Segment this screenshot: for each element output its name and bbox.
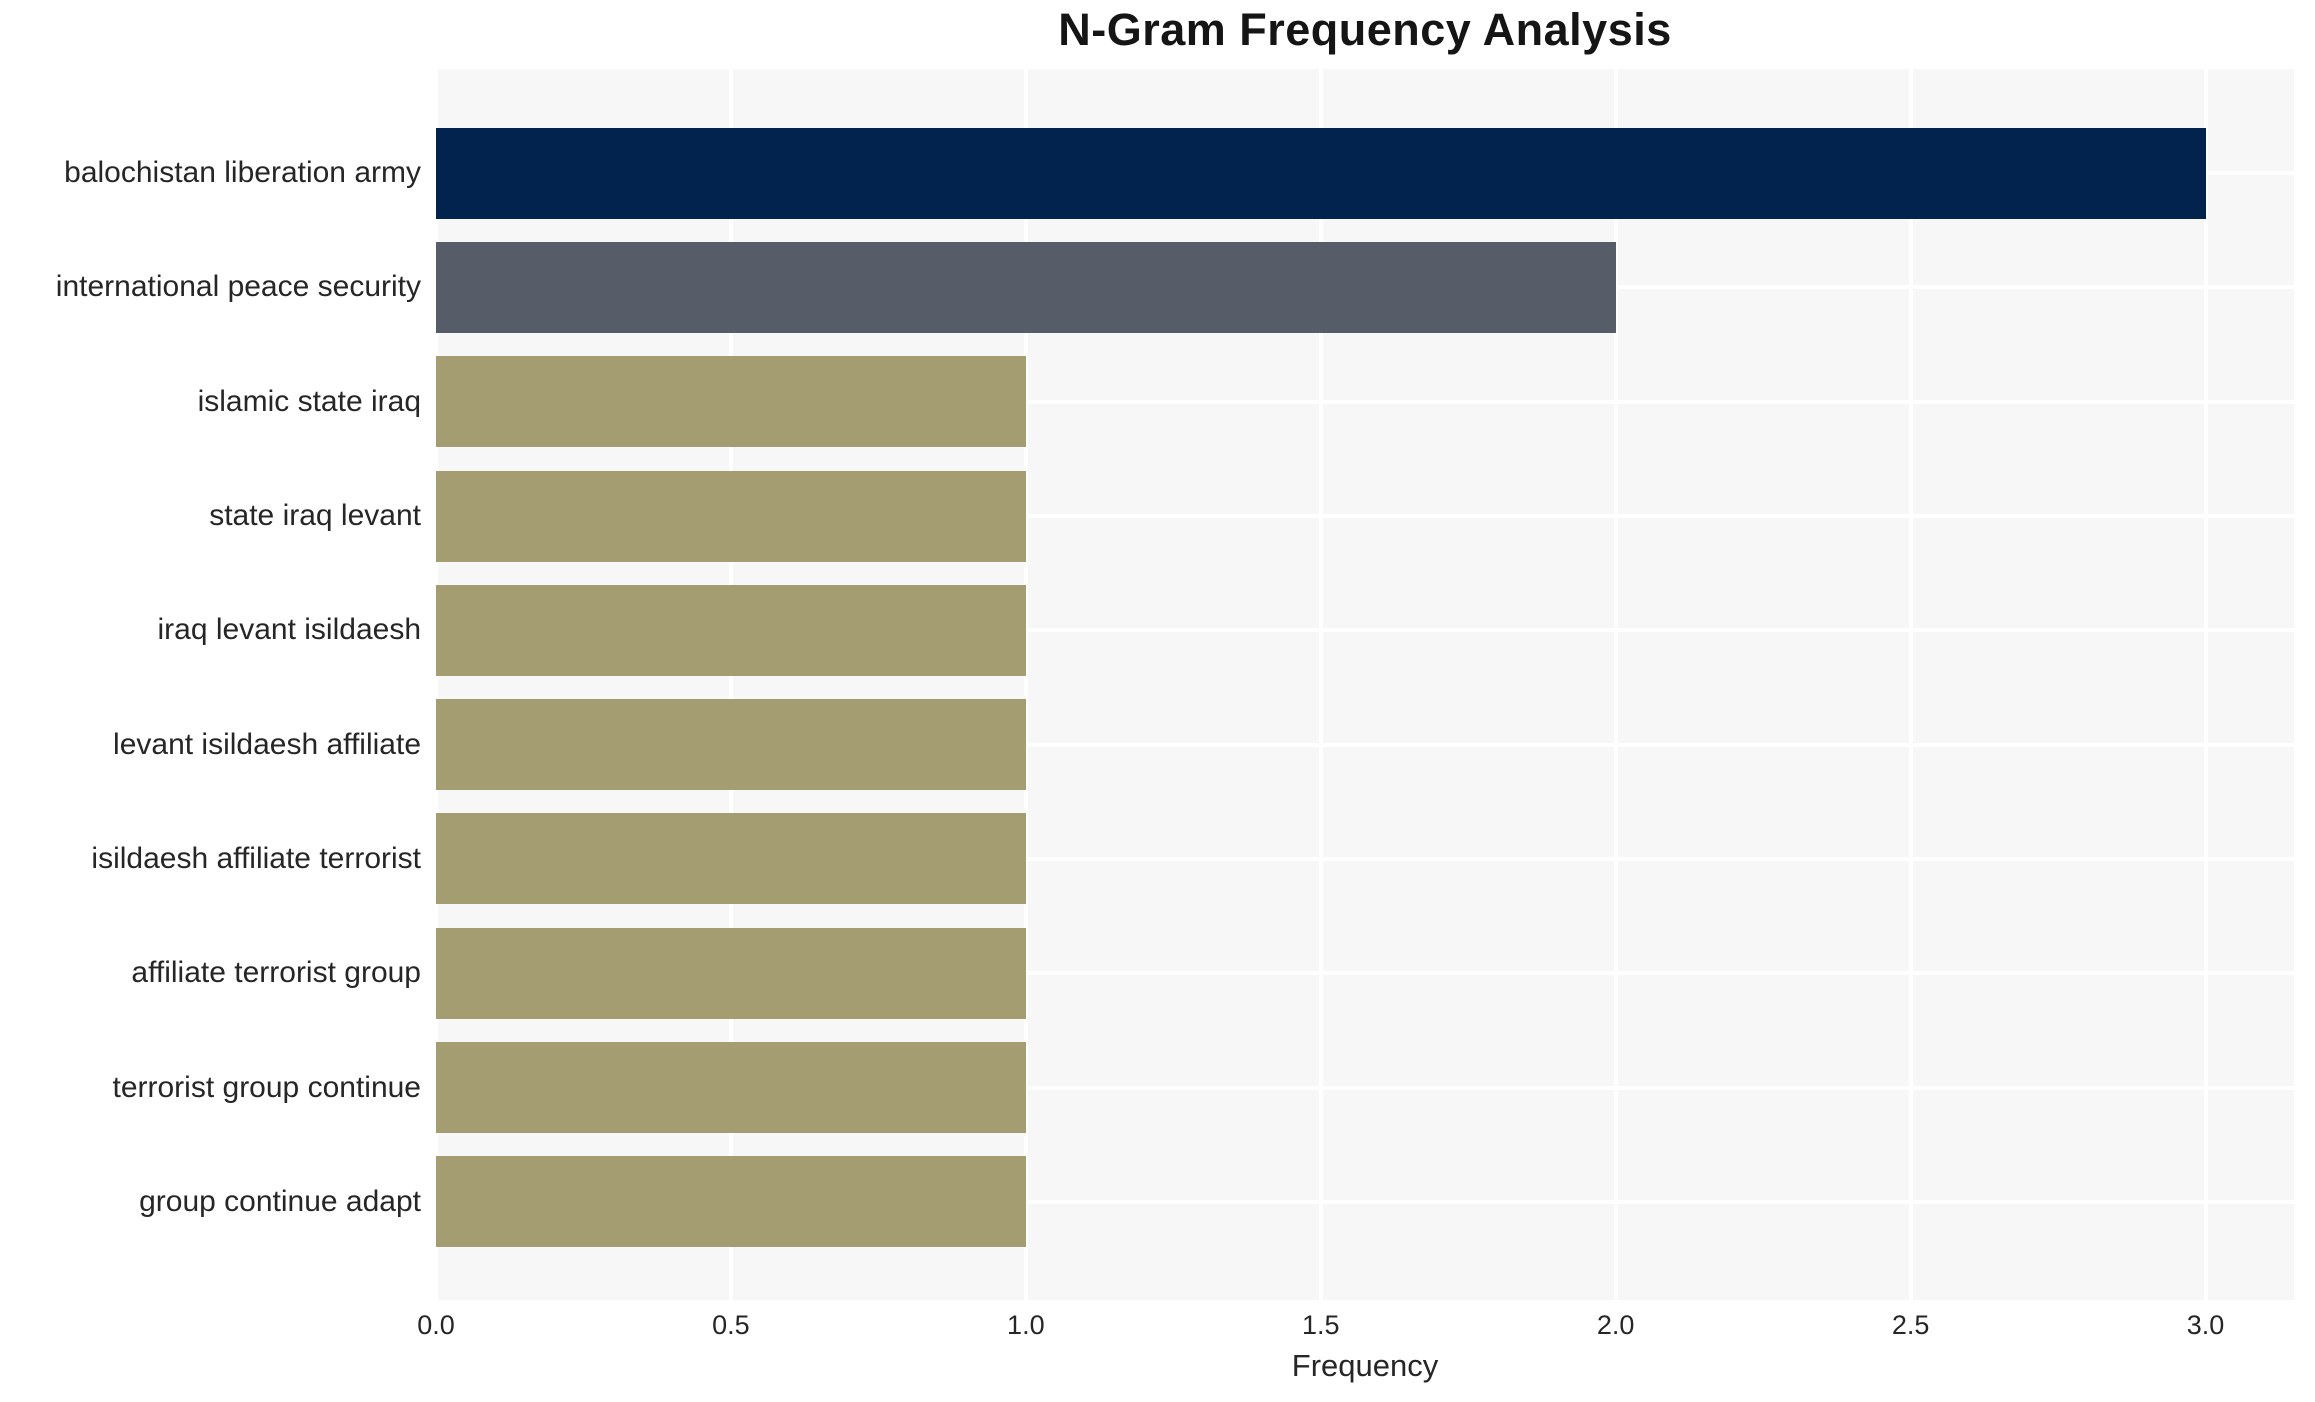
bar-affiliate-terrorist-group <box>436 927 1026 1019</box>
bar-isildaesh-affiliate-terrorist <box>436 813 1026 905</box>
bar-islamic-state-iraq <box>436 356 1026 448</box>
bar-terrorist-group-continue <box>436 1042 1026 1134</box>
bar-group-continue-adapt <box>436 1156 1026 1248</box>
bar-iraq-levant-isildaesh <box>436 584 1026 676</box>
x-tick-label: 3.0 <box>2186 1310 2225 1340</box>
x-tick-label: 2.0 <box>1596 1310 1635 1340</box>
y-tick-label: international peace security <box>55 270 421 304</box>
x-tick-label: 2.5 <box>1891 1310 1930 1340</box>
vertical-gridline <box>2203 69 2208 1300</box>
vertical-gridline <box>1318 69 1323 1300</box>
horizontal-gridline <box>436 971 2294 976</box>
x-axis-ticks: 0.0 0.5 1.0 1.5 2.0 2.5 3.0 <box>0 1310 2315 1344</box>
plot-area <box>434 69 2294 1300</box>
horizontal-gridline <box>436 628 2294 633</box>
vertical-gridline <box>1613 69 1618 1300</box>
vertical-gridline <box>1908 69 1913 1300</box>
y-tick-label: isildaesh affiliate terrorist <box>91 841 421 875</box>
y-tick-label: group continue adapt <box>139 1184 421 1218</box>
horizontal-gridline <box>436 514 2294 519</box>
bar-international-peace-security <box>436 241 1616 333</box>
x-tick-label: 1.0 <box>1007 1310 1045 1340</box>
y-tick-label: balochistan liberation army <box>64 156 421 190</box>
y-tick-label: state iraq levant <box>209 499 421 533</box>
x-tick-label: 0.5 <box>712 1310 750 1340</box>
vertical-gridline <box>434 69 438 1300</box>
horizontal-gridline <box>436 742 2294 747</box>
horizontal-gridline <box>436 1199 2294 1204</box>
bar-levant-isildaesh-affiliate <box>436 699 1026 791</box>
horizontal-gridline <box>436 1085 2294 1090</box>
bar-balochistan-liberation-army <box>436 127 2206 219</box>
y-tick-label: levant isildaesh affiliate <box>113 727 421 761</box>
x-tick-label: 1.5 <box>1301 1310 1340 1340</box>
horizontal-gridline <box>436 856 2294 861</box>
y-tick-label: affiliate terrorist group <box>131 956 421 990</box>
y-tick-label: islamic state iraq <box>197 384 421 418</box>
horizontal-gridline <box>436 399 2294 404</box>
y-tick-label: iraq levant isildaesh <box>157 613 421 647</box>
chart-title: N-Gram Frequency Analysis <box>1058 4 1672 55</box>
y-tick-label: terrorist group continue <box>112 1070 422 1104</box>
y-axis-labels: balochistan liberation army international… <box>0 69 421 1300</box>
vertical-gridline <box>728 69 733 1300</box>
x-tick-label: 0.0 <box>417 1310 455 1340</box>
x-axis-label: Frequency <box>1291 1348 1439 1383</box>
vertical-gridline <box>1023 69 1028 1300</box>
bar-state-iraq-levant <box>436 470 1026 562</box>
